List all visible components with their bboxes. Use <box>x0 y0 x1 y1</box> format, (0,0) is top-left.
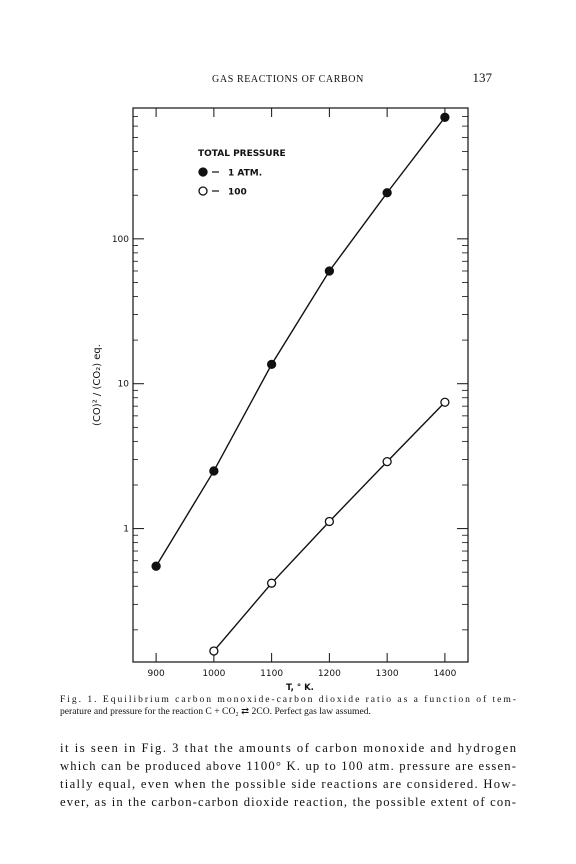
body-line: which can be produced above 1100° K. up … <box>60 759 516 773</box>
x-axis-label: T, ° K. <box>286 683 314 693</box>
data-point <box>440 112 450 122</box>
y-tick-label: 1 <box>123 525 129 535</box>
data-point <box>324 266 335 276</box>
data-point <box>266 359 277 370</box>
series-line <box>213 401 446 652</box>
x-tick-label: 1200 <box>318 669 341 679</box>
data-point <box>324 516 335 527</box>
data-point <box>382 188 392 198</box>
body-line: ever, as in the carbon-carbon dioxide re… <box>60 795 516 809</box>
legend-marker <box>198 167 208 177</box>
data-point <box>440 397 450 407</box>
y-axis-label: (CO)² / (CO₂) eq. <box>92 344 103 426</box>
x-tick-label: 1100 <box>260 669 283 679</box>
body-line: tially equal, even when the possible sid… <box>60 777 516 791</box>
legend-label: 100 <box>228 188 247 198</box>
plot-frame <box>132 107 469 663</box>
data-point <box>209 466 219 476</box>
x-tick-label: 1300 <box>376 669 399 679</box>
x-tick-label: 1400 <box>433 669 456 679</box>
y-tick-label: 100 <box>112 235 129 245</box>
x-tick-label: 1000 <box>202 669 225 679</box>
body-line: it is seen in Fig. 3 that the amounts of… <box>60 741 517 755</box>
caption-line: perature and pressure for the reaction C… <box>60 706 371 717</box>
page-number: 137 <box>473 70 493 85</box>
series-line <box>155 116 446 567</box>
legend-title: TOTAL PRESSURE <box>198 149 286 159</box>
y-tick-label: 10 <box>118 380 130 390</box>
data-point <box>209 646 219 656</box>
legend-label: 1 ATM. <box>228 169 262 179</box>
x-tick-label: 900 <box>148 669 165 679</box>
legend-marker <box>198 186 208 196</box>
data-point <box>266 578 277 588</box>
data-point <box>382 456 392 467</box>
caption-line: Fig. 1. Equilibrium carbon monoxide-carb… <box>60 694 516 705</box>
data-point <box>151 561 161 571</box>
running-head: GAS REACTIONS OF CARBON <box>212 74 364 85</box>
